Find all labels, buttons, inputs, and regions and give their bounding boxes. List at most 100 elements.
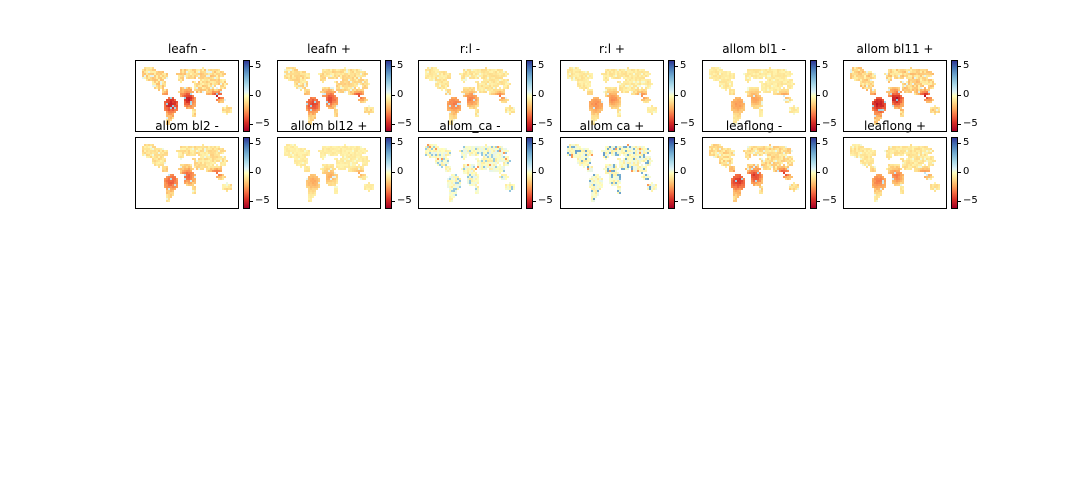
map-cell — [162, 150, 164, 152]
map-cell — [469, 89, 471, 91]
map-cell — [224, 85, 226, 87]
map-cell — [491, 77, 493, 79]
map-cell — [597, 174, 599, 176]
map-cell — [447, 178, 449, 180]
map-cell — [220, 93, 222, 95]
map-cell — [222, 178, 224, 180]
map-cell — [294, 160, 296, 162]
map-cell — [441, 75, 443, 77]
map-cell — [479, 83, 481, 85]
map-cell — [625, 77, 627, 79]
map-cell — [645, 164, 647, 166]
map-cell — [218, 99, 220, 101]
map-cell — [481, 69, 483, 71]
map-cell — [194, 101, 196, 103]
map-cell — [214, 69, 216, 71]
map-cell — [737, 107, 739, 109]
map-cell — [711, 69, 713, 71]
map-cell — [783, 79, 785, 81]
map-cell — [372, 186, 374, 188]
map-cell — [605, 81, 607, 83]
map-cell — [431, 152, 433, 154]
map-cell — [312, 178, 314, 180]
map-cell — [186, 73, 188, 75]
map-cell — [613, 174, 615, 176]
map-cell — [874, 103, 876, 105]
map-cell — [611, 103, 613, 105]
map-cell — [930, 99, 932, 101]
map-cell — [156, 77, 158, 79]
colorbar-tick — [392, 201, 395, 202]
map-cell — [627, 154, 629, 156]
map-cell — [328, 107, 330, 109]
colorbar-tick — [250, 95, 253, 96]
map-cell — [908, 79, 910, 81]
map-cell — [579, 71, 581, 73]
map-cell — [366, 107, 368, 109]
colorbar-tick-label: −5 — [538, 118, 553, 129]
map-cell — [611, 152, 613, 154]
map-cell — [312, 109, 314, 111]
map-cell — [856, 75, 858, 77]
map-cell — [477, 192, 479, 194]
map-cell — [609, 89, 611, 91]
map-cell — [152, 144, 154, 146]
map-cell — [767, 91, 769, 93]
map-cell — [190, 71, 192, 73]
map-cell — [501, 81, 503, 83]
map-cell — [507, 85, 509, 87]
map-cell — [575, 144, 577, 146]
map-cell — [631, 85, 633, 87]
map-cell — [789, 101, 791, 103]
map-cell — [188, 154, 190, 156]
map-cell — [781, 73, 783, 75]
panel-title: leafn - — [167, 42, 207, 56]
map-cell — [621, 91, 623, 93]
map-cell — [609, 101, 611, 103]
map-cell — [467, 89, 469, 91]
map-cell — [587, 79, 589, 81]
map-cell — [495, 79, 497, 81]
map-cell — [198, 87, 200, 89]
map-cell — [487, 83, 489, 85]
map-cell — [304, 170, 306, 172]
map-cell — [785, 91, 787, 93]
map-cell — [334, 192, 336, 194]
map-cell — [713, 75, 715, 77]
map-cell — [358, 166, 360, 168]
map-cell — [292, 73, 294, 75]
map-cell — [328, 69, 330, 71]
map-cell — [781, 77, 783, 79]
map-cell — [439, 162, 441, 164]
map-cell — [617, 107, 619, 109]
map-cell — [747, 93, 749, 95]
map-cell — [605, 172, 607, 174]
map-cell — [176, 186, 178, 188]
map-cell — [326, 174, 328, 176]
map-cell — [358, 79, 360, 81]
map-cell — [148, 148, 150, 150]
map-cell — [898, 93, 900, 95]
map-cell — [212, 93, 214, 95]
map-cell — [144, 69, 146, 71]
map-cell — [220, 160, 222, 162]
map-cell — [607, 166, 609, 168]
map-cell — [479, 69, 481, 71]
map-cell — [290, 79, 292, 81]
map-cell — [627, 85, 629, 87]
map-cell — [180, 172, 182, 174]
map-cell — [645, 87, 647, 89]
map-cell — [493, 69, 495, 71]
map-cell — [146, 73, 148, 75]
map-cell — [200, 146, 202, 148]
map-cell — [330, 93, 332, 95]
map-cell — [507, 109, 509, 111]
map-cell — [471, 154, 473, 156]
map-cell — [188, 99, 190, 101]
map-cell — [759, 101, 761, 103]
map-cell — [443, 85, 445, 87]
map-cell — [475, 111, 477, 113]
map-cell — [623, 81, 625, 83]
map-cell — [635, 154, 637, 156]
map-cell — [366, 81, 368, 83]
